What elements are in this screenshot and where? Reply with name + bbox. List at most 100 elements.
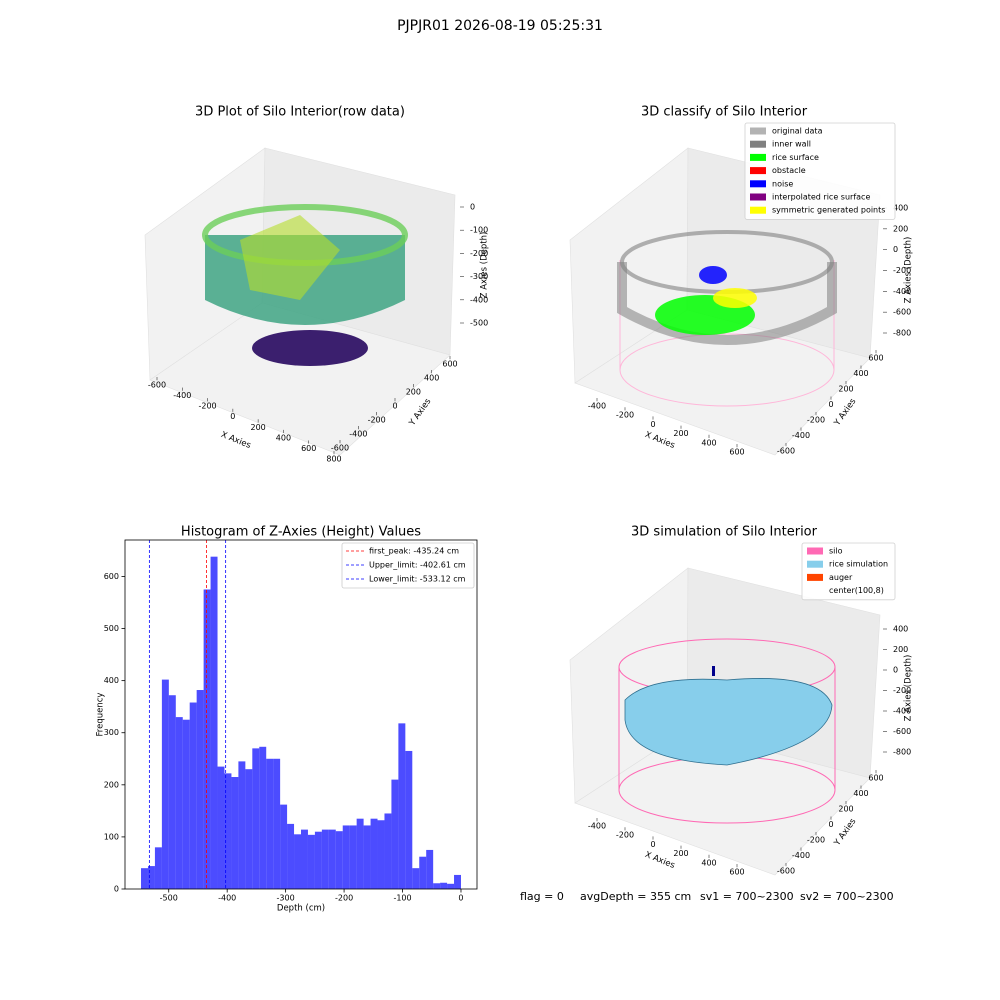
- legend-swatch: [750, 193, 766, 201]
- y-tick-label: 500: [104, 624, 119, 633]
- x-tick-label: -200: [198, 402, 216, 411]
- x-tick-label: -400: [173, 391, 191, 400]
- x-axis-label: X Axies: [643, 850, 676, 871]
- legend-label: inner wall: [772, 140, 811, 149]
- bar: [245, 769, 253, 889]
- bar: [287, 823, 295, 889]
- bar: [210, 556, 218, 889]
- y-tick-label: 600: [442, 360, 457, 369]
- z-tick-label: 200: [893, 224, 908, 233]
- bar: [252, 748, 260, 889]
- bar: [419, 856, 427, 889]
- x-tick-label: -200: [616, 411, 634, 420]
- y-axis-label: Frequency: [96, 693, 106, 737]
- chart-title: Histogram of Z-Axies (Height) Values: [181, 525, 421, 540]
- point-cloud: [240, 215, 340, 300]
- bar: [342, 825, 350, 889]
- y-tick-label: -200: [368, 416, 386, 425]
- bar: [189, 702, 197, 889]
- bar: [280, 804, 288, 889]
- plot-frame: [124, 539, 478, 890]
- chart-title: 3D Plot of Silo Interior(row data): [195, 105, 405, 120]
- panel-3d-simulation: [569, 567, 881, 876]
- bar: [349, 825, 357, 889]
- footer-text: sv1 = 700~2300: [700, 890, 794, 903]
- z-tick-label: -600: [893, 308, 911, 317]
- bar: [294, 834, 301, 889]
- z-tick-label: -200: [470, 249, 488, 258]
- x-tick-label: 600: [729, 868, 744, 877]
- y-axis-label: Y Axies: [407, 396, 434, 428]
- x-tick-label: 600: [729, 448, 744, 457]
- bar: [412, 868, 420, 889]
- x-axis-label: X Axies: [219, 430, 252, 451]
- z-tick-label: -800: [893, 748, 911, 757]
- x-tick-label: -400: [218, 894, 236, 903]
- x-tick-label: -400: [588, 822, 606, 831]
- bar: [273, 758, 281, 889]
- legend-label: rice simulation: [829, 560, 888, 569]
- legend-label: noise: [772, 179, 793, 188]
- bar: [307, 834, 315, 889]
- point-cloud: [252, 330, 368, 366]
- auger: [712, 666, 715, 676]
- figure-title: PJPJR01 2026-08-19 05:25:31: [397, 18, 603, 34]
- y-tick-label: 200: [838, 385, 853, 394]
- legend-swatch: [807, 587, 823, 595]
- legend-swatch: [750, 180, 766, 188]
- z-tick-label: -800: [893, 329, 911, 338]
- bar: [440, 882, 448, 889]
- bar: [147, 866, 155, 889]
- y-tick-label: -400: [792, 431, 810, 440]
- z-axis-label: Z Axies (Depth): [904, 655, 914, 722]
- y-tick-label: 600: [868, 354, 883, 363]
- bar: [447, 883, 455, 889]
- legend-label: Upper_limit: -402.61 cm: [369, 561, 466, 570]
- y-tick-label: 200: [104, 780, 119, 789]
- x-tick-label: 0: [650, 840, 655, 849]
- bar: [384, 813, 392, 889]
- z-tick-label: -200: [893, 266, 911, 275]
- chart-title: 3D simulation of Silo Interior: [631, 525, 818, 540]
- z-tick-label: 200: [893, 645, 908, 654]
- pane: [574, 309, 871, 456]
- bar: [161, 679, 169, 889]
- x-axis-label: X Axies: [643, 430, 676, 451]
- legend-box: [801, 542, 896, 601]
- point-cloud: [713, 288, 757, 308]
- legend-box: [341, 542, 475, 589]
- legend-label: obstacle: [772, 166, 806, 175]
- z-tick-label: -400: [893, 707, 911, 716]
- z-tick-label: -300: [470, 272, 488, 281]
- y-tick-label: 400: [853, 789, 868, 798]
- x-tick-label: -200: [616, 831, 634, 840]
- bar: [405, 750, 413, 889]
- pane: [574, 729, 871, 876]
- y-tick-label: -600: [331, 444, 349, 453]
- bar: [321, 829, 329, 889]
- y-tick-label: -400: [792, 851, 810, 860]
- x-tick-label: 0: [650, 420, 655, 429]
- x-tick-label: 800: [326, 455, 341, 464]
- x-tick-label: -100: [393, 894, 411, 903]
- y-tick-label: -200: [807, 416, 825, 425]
- legend-label: silo: [829, 547, 843, 556]
- bar: [391, 779, 399, 889]
- panel-3d-raw: [144, 147, 456, 456]
- y-tick-label: -200: [807, 836, 825, 845]
- x-tick-label: 0: [458, 894, 463, 903]
- bar: [426, 849, 434, 889]
- y-tick-label: 0: [828, 400, 833, 409]
- x-axis-label: Depth (cm): [277, 904, 325, 914]
- bar: [301, 829, 308, 889]
- legend-swatch: [750, 127, 766, 135]
- x-tick-label: 400: [701, 438, 716, 447]
- y-tick-label: -600: [777, 447, 795, 456]
- bar: [141, 868, 148, 889]
- legend-box: [744, 122, 896, 220]
- footer-text: avgDepth = 355 cm: [580, 890, 691, 903]
- y-tick-label: 0: [828, 820, 833, 829]
- legend-label: Lower_limit: -533.12 cm: [369, 575, 466, 584]
- legend-label: rice surface: [772, 153, 819, 162]
